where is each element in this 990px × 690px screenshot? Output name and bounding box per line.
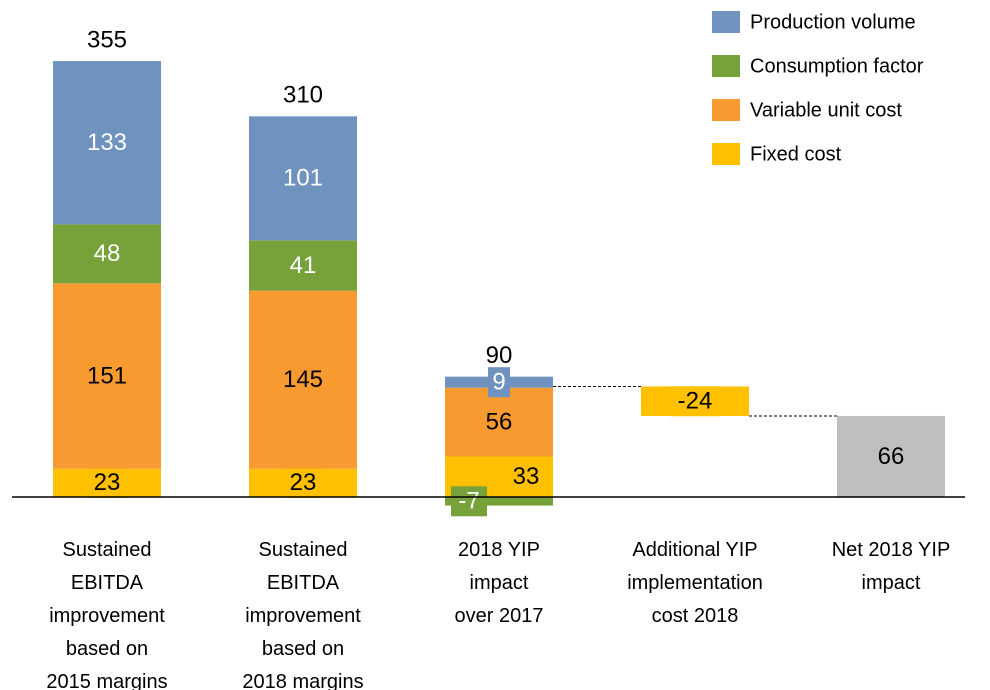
category-label-line: over 2017 xyxy=(454,605,544,627)
category-label-line: 2018 margins xyxy=(242,671,364,690)
category-label-line: based on xyxy=(65,638,149,660)
legend-label: Variable unit cost xyxy=(750,99,902,121)
legend-label: Production volume xyxy=(750,11,916,33)
total-label: 310 xyxy=(283,82,323,109)
value-label: 101 xyxy=(283,165,323,192)
category-label: Sustained EBITDA improvement based on 2018 m… xyxy=(208,534,398,690)
category-label-line: Sustained xyxy=(62,539,152,561)
bar xyxy=(837,415,945,497)
bar-segment xyxy=(249,240,357,291)
value-label: 48 xyxy=(94,240,121,267)
value-label: 145 xyxy=(283,366,323,393)
legend-swatch xyxy=(712,99,740,121)
value-label: -7 xyxy=(458,488,479,515)
total-label: 355 xyxy=(87,26,127,53)
legend-swatch xyxy=(712,55,740,77)
value-label: 56 xyxy=(486,408,513,435)
value-label: 33 xyxy=(513,463,540,490)
category-label-line: 2015 margins xyxy=(46,671,168,690)
category-label-line: implementation xyxy=(627,572,763,594)
value-label: 133 xyxy=(87,129,127,156)
legend-swatch xyxy=(712,11,740,33)
value-label: 41 xyxy=(290,252,317,279)
category-label: Additional YIP implementation cost 2018 xyxy=(600,534,790,633)
value-label-box xyxy=(488,367,510,398)
value-label: 23 xyxy=(94,469,121,496)
value-label: -24 xyxy=(678,388,713,415)
category-label-line: Net 2018 YIP xyxy=(831,539,951,561)
value-label-box xyxy=(451,486,487,517)
category-label-line: Additional YIP xyxy=(632,539,758,561)
bar-segment xyxy=(53,61,161,225)
bar-segment xyxy=(445,497,553,506)
category-label: Net 2018 YIP impact xyxy=(796,534,986,600)
bar-segment xyxy=(249,290,357,469)
category-label: Sustained EBITDA improvement based on 2015 m… xyxy=(12,534,202,690)
value-label-box xyxy=(285,467,321,498)
legend-swatch xyxy=(712,143,740,165)
total-label: 90 xyxy=(486,342,513,369)
value-label-box xyxy=(670,386,720,417)
bar-segment xyxy=(53,224,161,284)
bar-segment xyxy=(249,116,357,241)
legend-label: Fixed cost xyxy=(750,143,842,165)
category-label: 2018 YIP impact over 2017 xyxy=(404,534,594,633)
bar-segment xyxy=(445,387,553,457)
value-label-box xyxy=(89,467,125,498)
value-label: 66 xyxy=(878,443,905,470)
value-label: 23 xyxy=(290,469,317,496)
category-label-line: based on xyxy=(261,638,345,660)
legend-label: Consumption factor xyxy=(750,55,924,77)
bar-segment xyxy=(53,283,161,469)
category-label-line: impact xyxy=(469,572,529,594)
category-label-line: Sustained xyxy=(258,539,348,561)
category-label-line: cost 2018 xyxy=(651,605,739,627)
value-label: 151 xyxy=(87,362,127,389)
category-label-line: improvement xyxy=(49,605,165,627)
category-label-line: improvement xyxy=(245,605,361,627)
category-label-line: EBITDA xyxy=(70,572,144,594)
category-label-line: 2018 YIP xyxy=(458,539,540,561)
category-label-line: impact xyxy=(861,572,921,594)
category-label-line: EBITDA xyxy=(266,572,340,594)
value-label: 9 xyxy=(492,369,505,396)
